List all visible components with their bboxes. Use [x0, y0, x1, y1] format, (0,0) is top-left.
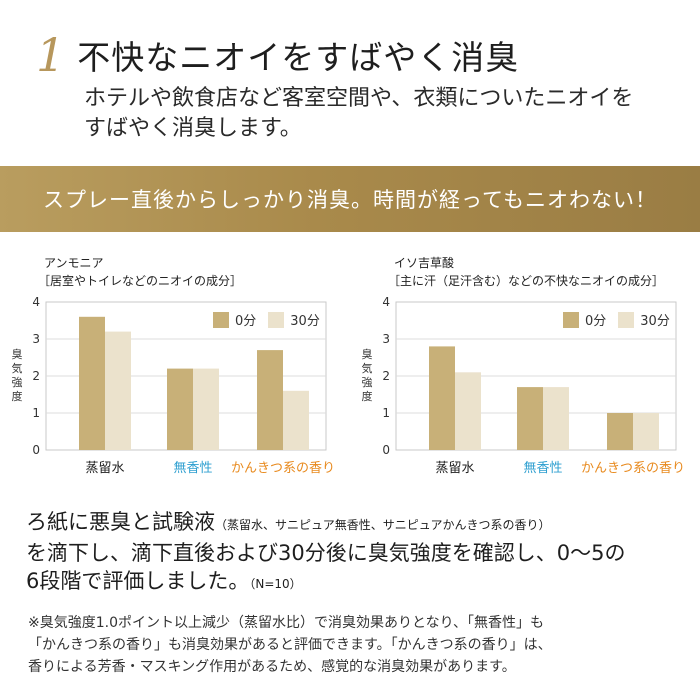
y-axis-label: 臭 気 強 度	[10, 348, 24, 404]
bar-30min	[633, 413, 659, 450]
footnote: ※臭気強度1.0ポイント以上減少（蒸留水比）で消臭効果ありとなり、「無香性」も …	[28, 612, 688, 678]
method-line-1-small: （蒸留水、サニピュア無香性、サニピュアかんきつ系の香り）	[215, 518, 551, 532]
chart-name: イソ吉草酸	[394, 256, 455, 270]
method-line-1: ろ紙に悪臭と試験液（蒸留水、サニピュア無香性、サニピュアかんきつ系の香り）	[26, 508, 686, 539]
ammonia-chart: アンモニア ［居室やトイレなどのニオイの成分］ 臭 気 強 度 0 1 2 3 4 0分…	[8, 250, 338, 490]
legend-swatch-0min	[213, 311, 229, 328]
section-number: 1	[36, 28, 66, 82]
y-tick-label: 4	[32, 295, 40, 309]
chart-plot: 0 1 2 3 4	[382, 295, 677, 457]
y-axis-char: 気	[11, 362, 23, 375]
legend-label: 0分	[235, 314, 257, 329]
legend-item-30min: 30分	[618, 310, 670, 329]
bar-30min	[193, 368, 219, 450]
legend-label: 30分	[640, 314, 670, 329]
legend-label: 0分	[585, 314, 607, 329]
method-line-1-main: ろ紙に悪臭と試験液	[26, 510, 215, 534]
legend-swatch-30min	[618, 311, 635, 328]
bar-30min	[283, 390, 309, 450]
category-label: かんきつ系の香り	[230, 461, 336, 476]
y-tick-label: 3	[382, 332, 390, 346]
legend-item-0min: 0分	[563, 310, 606, 329]
section-title: 不快なニオイをすばやく消臭	[77, 38, 520, 77]
category-label: 無香性	[523, 461, 563, 476]
chart-plot: 0 1 2 3 4	[32, 295, 327, 457]
y-axis-char: 度	[361, 390, 373, 403]
y-tick-label: 3	[32, 332, 40, 346]
y-tick-label: 2	[382, 369, 390, 383]
method-line-2: を滴下し、滴下直後および30分後に臭気強度を確認し、0～5の	[26, 541, 626, 565]
chart-legend: 0分 30分	[563, 310, 682, 329]
bar-0min	[429, 346, 455, 450]
chart-description: ［居室やトイレなどのニオイの成分］	[38, 274, 243, 288]
y-axis-char: 臭	[11, 348, 23, 361]
isovaleric-acid-chart: イソ吉草酸 ［主に汗（足汗含む）などの不快なニオイの成分］ 臭 気 強 度 0 1…	[358, 250, 688, 490]
legend-swatch-0min	[563, 311, 579, 328]
headline-banner: スプレー直後からしっかり消臭。時間が経ってもニオわない！	[0, 166, 700, 232]
chart-legend: 0分 30分	[213, 310, 332, 329]
bar-0min	[517, 387, 543, 450]
bar-30min	[455, 372, 481, 450]
footnote-line-3: 香りによる芳香・マスキング作用があるため、感覚的な消臭効果があります。	[28, 659, 516, 675]
chart-name: アンモニア	[44, 256, 104, 270]
y-axis-char: 気	[361, 362, 373, 375]
y-axis-char: 強	[11, 376, 23, 389]
footnote-line-1: ※臭気強度1.0ポイント以上減少（蒸留水比）で消臭効果ありとなり、「無香性」も	[28, 615, 545, 631]
category-label: 蒸留水	[85, 461, 125, 476]
intro-line-1: ホテルや飲食店など客室空間や、衣類についたニオイを	[84, 86, 634, 111]
y-tick-label: 0	[382, 443, 390, 457]
footnote-line-2: 「かんきつ系の香り」も消臭効果があると評価できます。「かんきつ系の香り」は、	[28, 637, 552, 653]
intro-line-2: すばやく消臭します。	[84, 116, 302, 141]
y-axis-char: 度	[11, 390, 23, 403]
test-method-text: ろ紙に悪臭と試験液（蒸留水、サニピュア無香性、サニピュアかんきつ系の香り） を滴…	[26, 508, 686, 598]
bar-30min	[543, 387, 569, 450]
y-tick-label: 2	[32, 369, 40, 383]
category-label: 蒸留水	[435, 461, 475, 476]
bar-0min	[79, 316, 105, 450]
y-axis-label: 臭 気 強 度	[360, 348, 374, 404]
y-tick-label: 0	[32, 443, 40, 457]
method-line-3-small: （N=10）	[249, 577, 302, 591]
legend-item-30min: 30分	[268, 310, 320, 329]
y-tick-label: 4	[382, 295, 390, 309]
legend-item-0min: 0分	[213, 310, 256, 329]
legend-label: 30分	[290, 314, 320, 329]
bar-0min	[167, 368, 193, 450]
intro-text: ホテルや飲食店など客室空間や、衣類についたニオイを すばやく消臭します。	[84, 84, 684, 144]
category-label: かんきつ系の香り	[580, 461, 686, 476]
section-heading: 1 不快なニオイをすばやく消臭	[36, 28, 519, 78]
y-axis-char: 強	[361, 376, 373, 389]
method-line-3-main: 6段階で評価しました。	[26, 569, 250, 593]
bar-0min	[257, 350, 283, 450]
chart-description: ［主に汗（足汗含む）などの不快なニオイの成分］	[388, 274, 665, 288]
bar-30min	[105, 331, 131, 450]
bar-0min	[607, 413, 633, 450]
y-axis-char: 臭	[361, 348, 373, 361]
category-label: 無香性	[173, 461, 213, 476]
method-line-3: 6段階で評価しました。（N=10）	[26, 567, 686, 598]
y-tick-label: 1	[382, 406, 390, 420]
banner-text: スプレー直後からしっかり消臭。時間が経ってもニオわない！	[43, 188, 657, 212]
y-tick-label: 1	[32, 406, 40, 420]
legend-swatch-30min	[268, 311, 285, 328]
